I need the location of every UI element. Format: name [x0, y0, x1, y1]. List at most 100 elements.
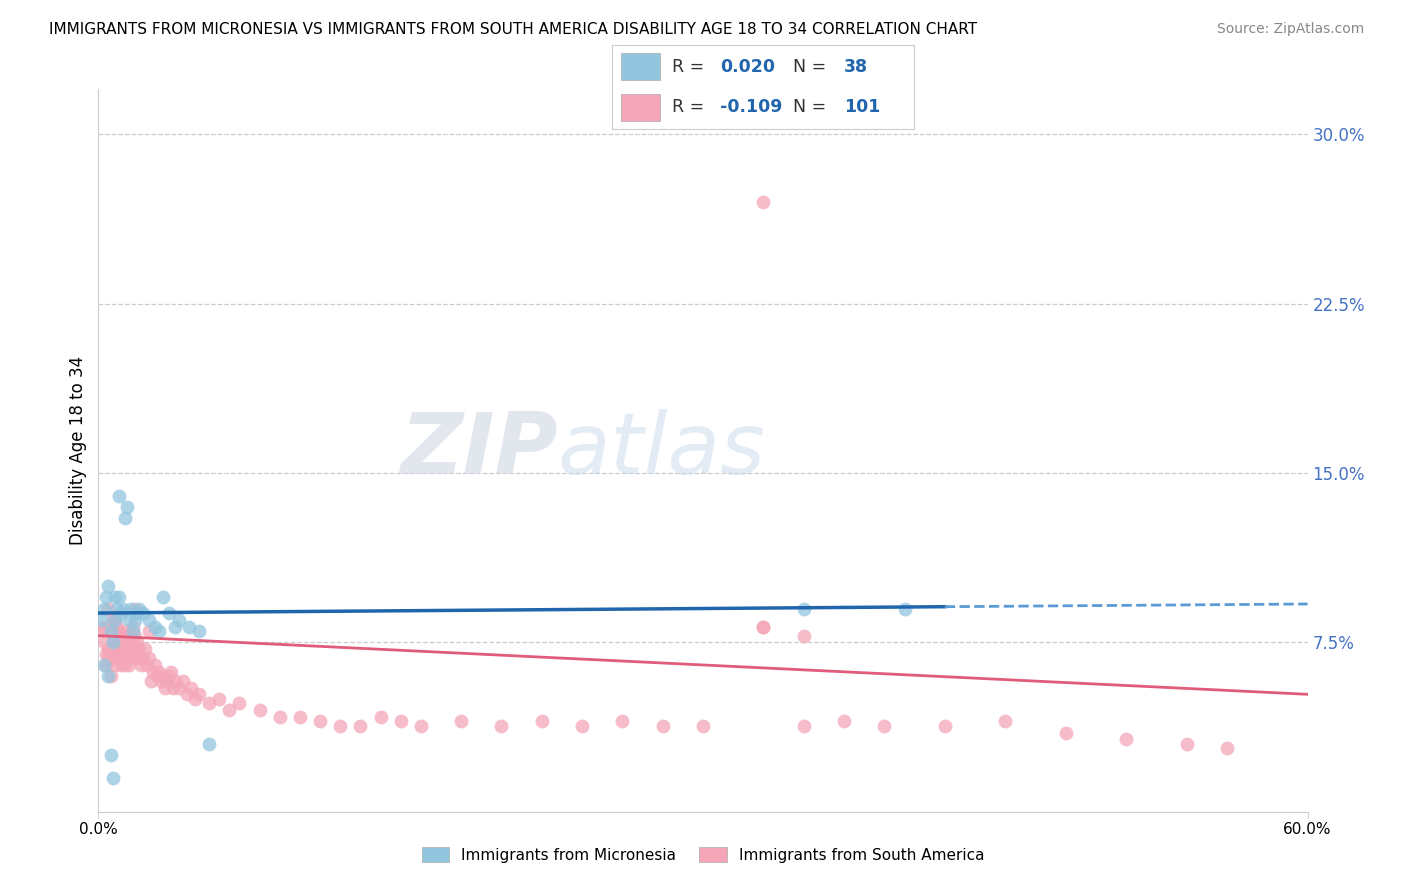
Point [96, 657, 118, 672]
Text: 38: 38 [845, 58, 869, 76]
FancyBboxPatch shape [620, 94, 659, 120]
Point [793, 629, 815, 643]
Point [93, 601, 115, 615]
Point [148, 624, 170, 639]
Point [107, 489, 129, 503]
Text: N =: N = [793, 58, 832, 76]
Point [101, 624, 124, 639]
Point [101, 651, 124, 665]
Point [115, 500, 138, 514]
Point [100, 642, 122, 657]
Point [101, 613, 124, 627]
Point [157, 606, 180, 620]
Point [692, 719, 714, 733]
Point [134, 642, 156, 657]
Point [162, 681, 184, 695]
Point [107, 633, 129, 648]
Point [752, 619, 775, 633]
Point [132, 606, 155, 620]
Point [1115, 732, 1137, 747]
Point [132, 651, 155, 665]
Point [97, 651, 120, 665]
Point [103, 613, 125, 627]
Point [651, 719, 673, 733]
Text: R =: R = [672, 98, 710, 116]
Point [124, 651, 146, 665]
Point [115, 642, 138, 657]
Point [163, 673, 186, 688]
Point [114, 629, 136, 643]
Text: IMMIGRANTS FROM MICRONESIA VS IMMIGRANTS FROM SOUTH AMERICA DISABILITY AGE 18 TO: IMMIGRANTS FROM MICRONESIA VS IMMIGRANTS… [49, 22, 977, 37]
Point [156, 673, 179, 688]
Point [103, 657, 125, 672]
Point [103, 591, 125, 605]
Point [128, 642, 150, 657]
Point [107, 624, 129, 639]
Point [121, 642, 143, 657]
Text: R =: R = [672, 58, 710, 76]
Point [111, 601, 134, 615]
Point [198, 737, 221, 751]
Point [118, 635, 141, 649]
Point [188, 624, 211, 639]
Point [129, 657, 152, 672]
Point [288, 710, 311, 724]
Point [118, 635, 141, 649]
Point [105, 651, 128, 665]
Point [110, 606, 132, 620]
Text: Source: ZipAtlas.com: Source: ZipAtlas.com [1216, 22, 1364, 37]
Point [96, 591, 118, 605]
Point [349, 719, 371, 733]
Point [180, 681, 202, 695]
Point [139, 673, 162, 688]
Point [91, 624, 114, 639]
Point [100, 748, 122, 763]
Point [143, 619, 166, 633]
Point [103, 613, 125, 627]
Point [100, 669, 122, 683]
Y-axis label: Disability Age 18 to 34: Disability Age 18 to 34 [69, 356, 87, 545]
Point [218, 703, 240, 717]
Point [101, 771, 124, 785]
Point [120, 601, 142, 615]
Text: 0.020: 0.020 [720, 58, 776, 76]
Point [370, 710, 392, 724]
Point [152, 669, 174, 683]
Point [893, 601, 915, 615]
Point [105, 601, 128, 615]
Point [612, 714, 634, 729]
Point [172, 673, 194, 688]
Point [97, 601, 120, 615]
Point [125, 635, 148, 649]
Point [100, 624, 122, 639]
Point [111, 651, 134, 665]
Point [120, 629, 142, 643]
Point [124, 629, 146, 643]
Point [105, 642, 128, 657]
Point [128, 601, 150, 615]
Point [110, 642, 132, 657]
Point [157, 669, 180, 683]
Point [188, 687, 211, 701]
Point [269, 710, 291, 724]
Point [121, 624, 143, 639]
Point [873, 719, 896, 733]
Point [143, 657, 166, 672]
Point [530, 714, 553, 729]
Text: ZIP: ZIP [401, 409, 558, 492]
Point [184, 691, 207, 706]
Point [752, 195, 775, 210]
Legend: Immigrants from Micronesia, Immigrants from South America: Immigrants from Micronesia, Immigrants f… [415, 841, 991, 869]
Point [146, 669, 169, 683]
Point [793, 719, 815, 733]
Point [135, 657, 157, 672]
Point [114, 657, 136, 672]
Point [93, 635, 115, 649]
Point [105, 619, 128, 633]
Point [179, 619, 201, 633]
Point [752, 619, 775, 633]
Point [934, 719, 956, 733]
Point [103, 635, 125, 649]
Point [149, 673, 172, 688]
Point [1216, 741, 1239, 756]
